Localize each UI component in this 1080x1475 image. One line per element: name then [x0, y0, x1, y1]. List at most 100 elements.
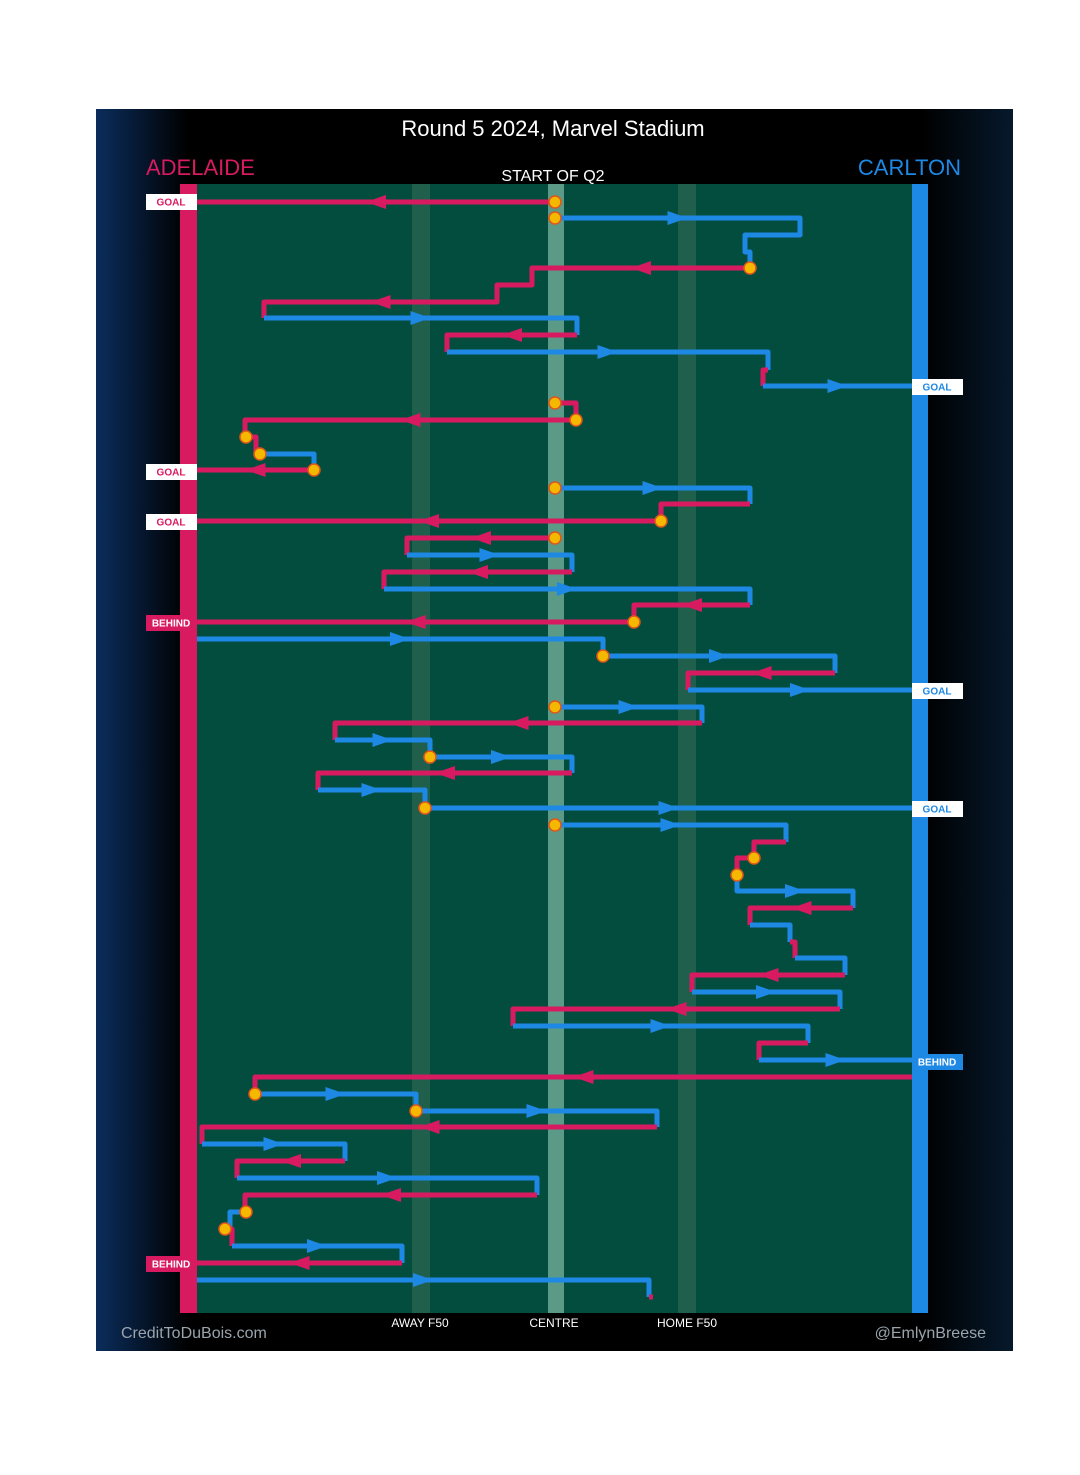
turnover-marker — [730, 868, 744, 882]
outcome-box — [912, 379, 963, 395]
credit-left: CreditToDuBois.com — [121, 1325, 267, 1342]
chain-segment — [795, 955, 848, 975]
field-label: CENTRE — [529, 1316, 578, 1330]
chains — [197, 195, 912, 1300]
arrow — [325, 1087, 346, 1101]
arrow — [756, 985, 776, 999]
turnover-marker — [654, 514, 668, 528]
arrow — [381, 1188, 401, 1202]
arrow — [557, 582, 577, 596]
left-team: ADELAIDE — [146, 155, 255, 180]
arrow — [666, 1002, 687, 1016]
chain-segment — [199, 1124, 657, 1144]
turnover-marker — [409, 1104, 423, 1118]
arrow — [631, 261, 651, 275]
chain-segment — [689, 972, 845, 992]
start-label: START OF Q2 — [501, 168, 604, 185]
arrow — [468, 565, 488, 579]
turnover-marker — [248, 1087, 262, 1101]
turnover-marker — [418, 801, 432, 815]
chain-segment — [197, 1277, 652, 1297]
arrow — [682, 598, 702, 612]
arrow — [597, 345, 618, 359]
chain-segment — [555, 822, 789, 842]
left-goal-bar — [180, 184, 197, 1313]
chain-segment — [747, 905, 853, 925]
arrow — [281, 1154, 301, 1168]
chain-segment — [234, 1158, 345, 1178]
arrow — [413, 1273, 433, 1287]
centre-strip — [548, 184, 564, 1313]
arrow — [709, 649, 729, 663]
outcome-label: BEHIND — [918, 1058, 956, 1069]
arrow — [263, 1137, 284, 1151]
turnover-marker — [548, 531, 562, 545]
chain-segment — [315, 770, 572, 790]
arrow — [289, 1256, 310, 1270]
right-goal-bar — [912, 184, 928, 1313]
arrow — [825, 1053, 846, 1067]
outcome-box — [146, 1256, 197, 1272]
turnover-marker — [548, 195, 562, 209]
arrow — [650, 1019, 671, 1033]
outcome-box — [912, 683, 963, 699]
outcome-box — [146, 615, 197, 631]
arrow — [526, 1104, 547, 1118]
arrow — [785, 884, 805, 898]
chain-segment — [692, 989, 843, 1009]
outcome-label: BEHIND — [152, 1260, 190, 1271]
arrow — [790, 683, 810, 697]
chain-segment — [264, 315, 580, 335]
chain-segment — [555, 215, 803, 268]
outcome-label: GOAL — [157, 518, 186, 529]
turnover-marker — [747, 851, 761, 865]
outcome-box — [146, 194, 197, 210]
chain-segment — [510, 1006, 840, 1026]
arrow — [471, 531, 491, 545]
turnover-marker — [423, 750, 437, 764]
outcome-label: GOAL — [157, 198, 186, 209]
title: Round 5 2024, Marvel Stadium — [401, 116, 704, 141]
arrow — [245, 463, 266, 477]
arrow — [419, 514, 439, 528]
arrow — [791, 901, 812, 915]
turnover-marker — [569, 413, 583, 427]
turnover-marker — [548, 700, 562, 714]
chain-segment — [756, 1040, 808, 1060]
chain-segment — [444, 332, 577, 352]
arrow — [435, 766, 455, 780]
chain-segment — [760, 367, 768, 386]
chain-segment — [447, 349, 771, 370]
chain-segment — [750, 922, 793, 942]
arrow — [370, 295, 391, 309]
arrow — [410, 311, 431, 325]
arrow — [377, 1171, 397, 1185]
turnover-marker — [307, 463, 321, 477]
arrow — [758, 968, 779, 982]
arrow — [390, 632, 410, 646]
chain-segment — [407, 552, 575, 572]
outcome-label: GOAL — [923, 383, 952, 394]
arrow — [660, 818, 681, 832]
turnover-marker — [548, 211, 562, 225]
outcome-label: GOAL — [923, 805, 952, 816]
chain-segment — [381, 569, 572, 589]
arrow — [658, 801, 679, 815]
arrow — [573, 1070, 594, 1084]
turnover-marker — [239, 430, 253, 444]
turnover-marker — [743, 261, 757, 275]
credit-right: @EmlynBreese — [875, 1325, 986, 1342]
chain-segment — [384, 586, 753, 605]
outcome-labels: GOAL GOAL GOAL BEHIND BEHIND GOAL GOAL GOAL BEHI… — [146, 194, 963, 1272]
arrow — [642, 481, 663, 495]
arrow — [618, 700, 639, 714]
chain-segment — [232, 1243, 405, 1263]
outcome-label: BEHIND — [152, 619, 190, 630]
right-team: CARLTON — [858, 155, 961, 180]
outcome-box — [912, 801, 963, 817]
chain-segment — [555, 485, 753, 504]
arrow — [405, 615, 426, 629]
chain-segment — [685, 670, 835, 690]
arrow — [366, 195, 386, 209]
